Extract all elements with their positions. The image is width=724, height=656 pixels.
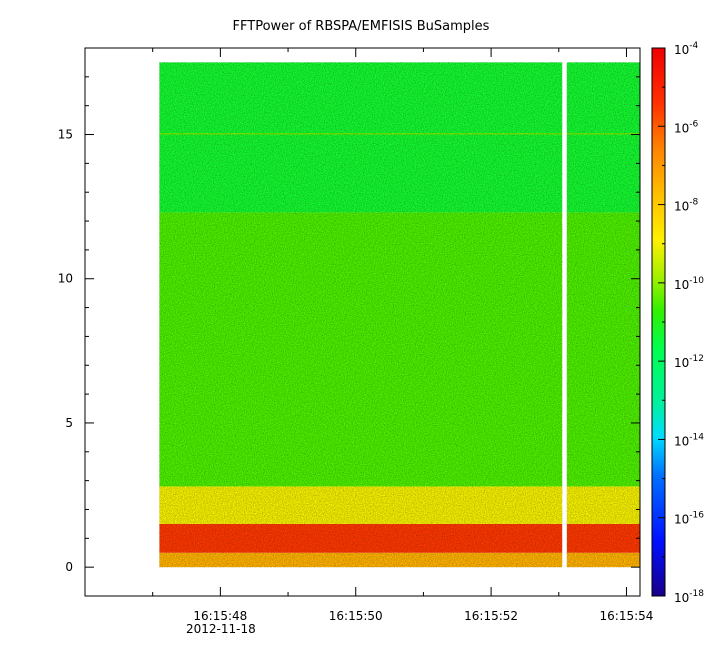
spectrogram-heatmap bbox=[159, 62, 640, 568]
x-tick-label: 16:15:48 bbox=[193, 609, 247, 623]
x-tick-label: 16:15:52 bbox=[464, 609, 518, 623]
colorbar-tick-label: 10-8 bbox=[674, 198, 699, 214]
colorbar-tick-label: 10-16 bbox=[674, 511, 704, 527]
x-date-label: 2012-11-18 bbox=[186, 622, 256, 636]
x-tick-label: 16:15:54 bbox=[600, 609, 654, 623]
x-tick-label: 16:15:50 bbox=[329, 609, 383, 623]
y-tick-label: 10 bbox=[58, 272, 73, 286]
colorbar-tick-label: 10-10 bbox=[674, 276, 704, 292]
colorbar-axis: 10-18 10-16 10-14 10-12 10-10 10-8 10-6 10-4 bbox=[658, 41, 704, 605]
plot-frame bbox=[84, 47, 641, 597]
y-axis: 0 5 10 15 bbox=[58, 76, 640, 574]
spectrogram-noise bbox=[566, 62, 640, 568]
spectrogram-noise bbox=[159, 62, 563, 568]
colorbar-tick-label: 10-14 bbox=[674, 432, 704, 448]
colorbar-tick-label: 10-6 bbox=[674, 119, 699, 135]
x-axis: 16:15:48 16:15:50 16:15:52 16:15:54 bbox=[152, 48, 654, 623]
colorbar-tick-label: 10-4 bbox=[674, 41, 699, 57]
spectrogram-segment bbox=[566, 62, 640, 568]
y-tick-label: 5 bbox=[65, 416, 73, 430]
colorbar-tick-label: 10-12 bbox=[674, 354, 704, 370]
colorbar-tick-label: 10-18 bbox=[674, 589, 704, 605]
y-tick-label: 15 bbox=[58, 128, 73, 142]
chart-title: FFTPower of RBSPA/EMFISIS BuSamples bbox=[233, 19, 490, 34]
spectrogram-segment bbox=[159, 62, 563, 568]
y-tick-label: 0 bbox=[65, 560, 73, 574]
